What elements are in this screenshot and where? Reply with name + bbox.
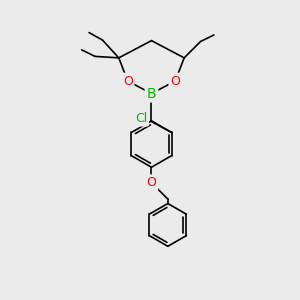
Text: O: O xyxy=(123,74,133,88)
Text: O: O xyxy=(170,74,180,88)
Text: B: B xyxy=(147,86,156,100)
Text: Cl: Cl xyxy=(135,112,147,125)
Text: O: O xyxy=(146,176,156,189)
